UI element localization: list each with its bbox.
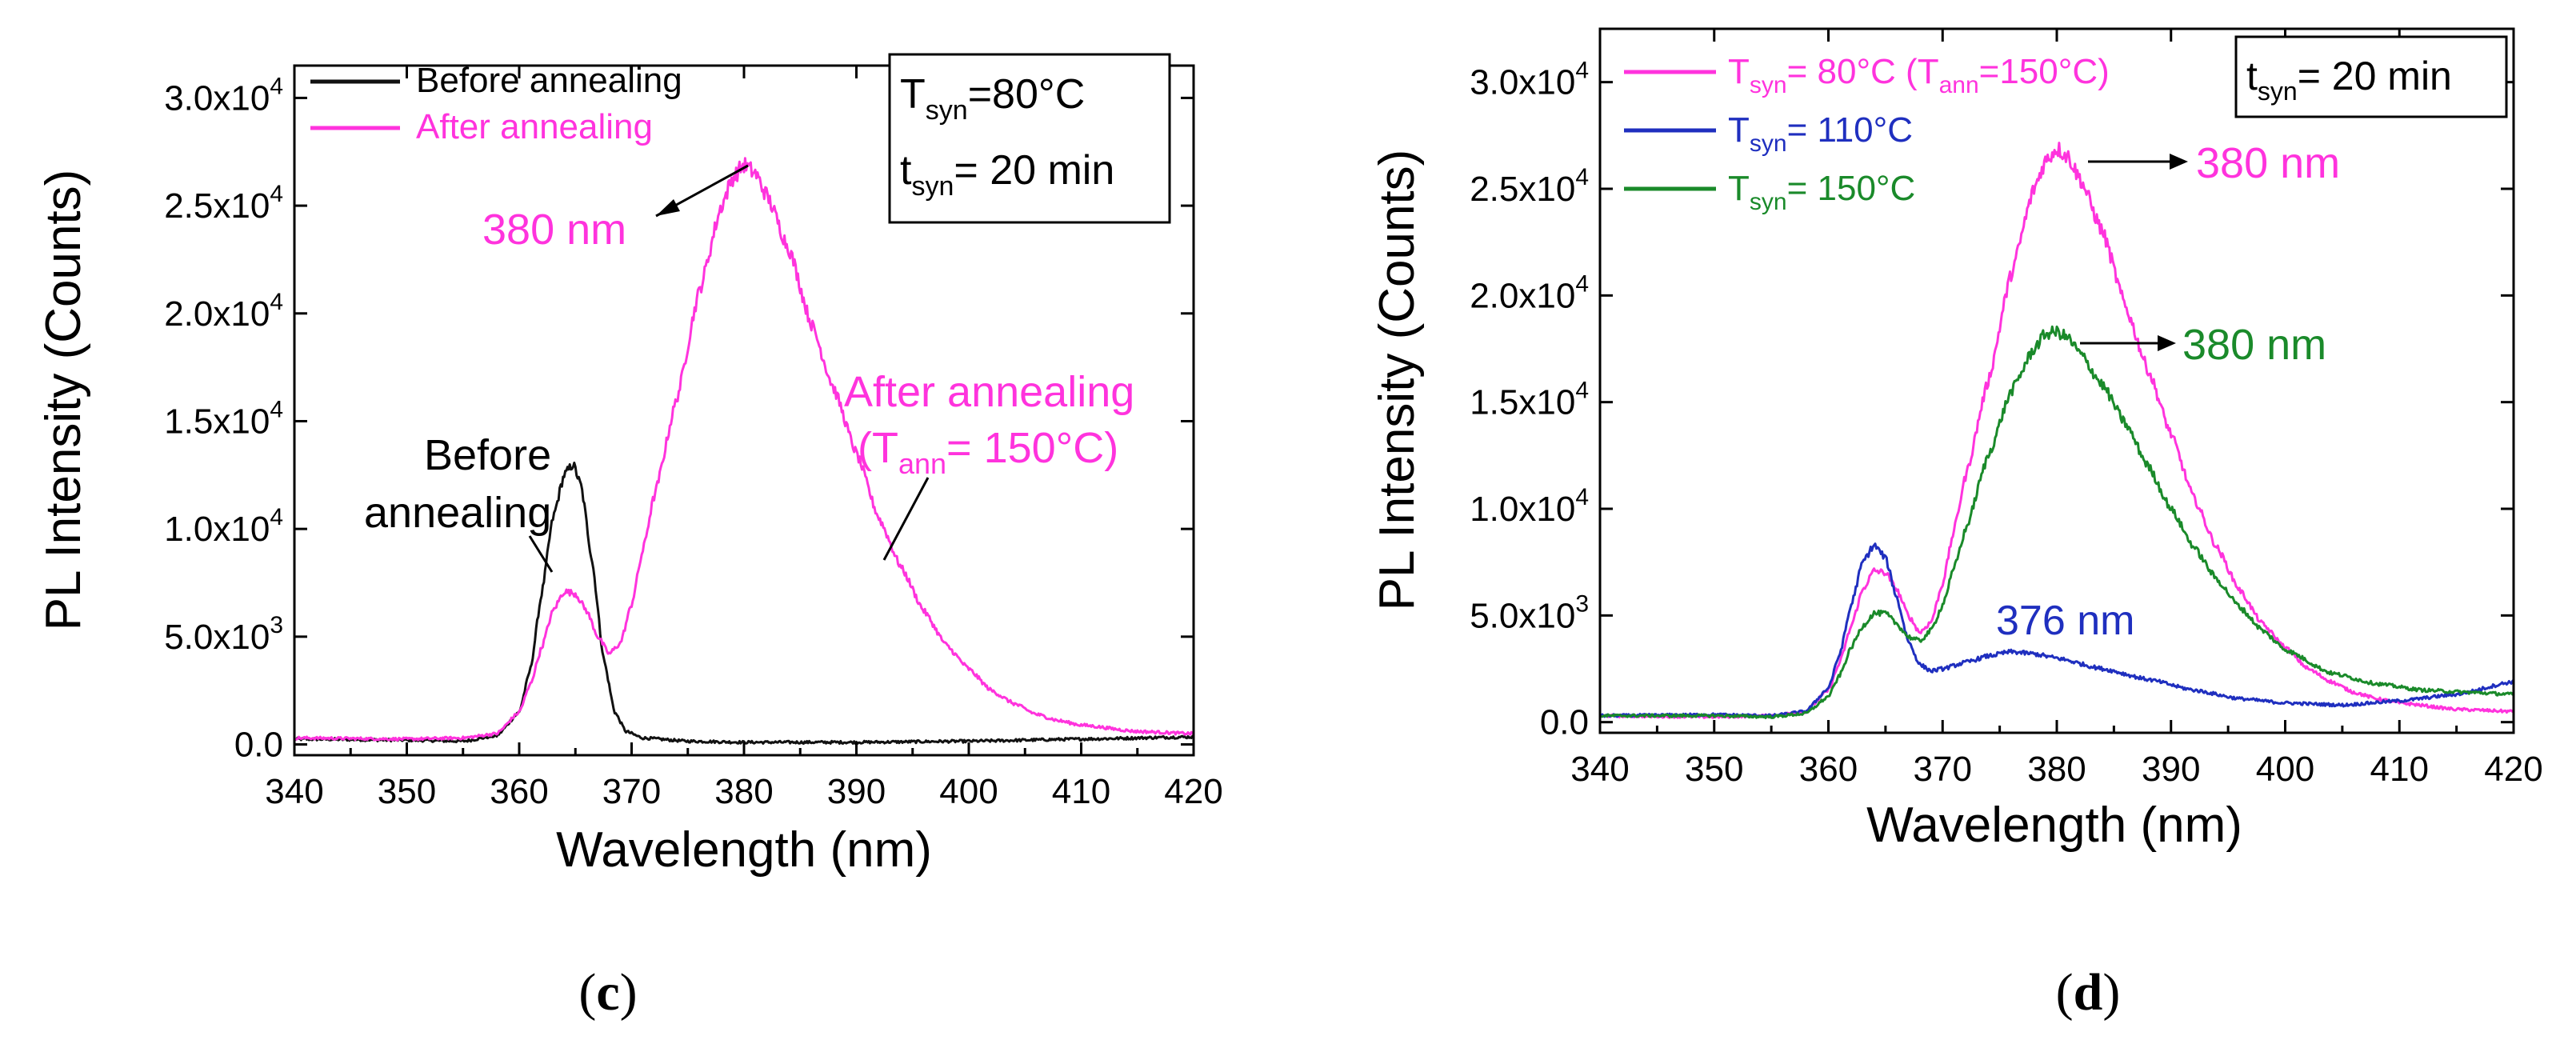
legend-label-before-annealing: Before annealing — [416, 61, 682, 100]
panel-d-plot-area — [1599, 142, 2515, 719]
annotation-peak-blue-376nm: 376 nm — [1996, 598, 2134, 644]
panel-c-plot-area — [294, 157, 1194, 745]
x-tick-label: 420 — [1164, 772, 1222, 811]
series-line-c-0 — [294, 462, 1194, 745]
annotation-peak-green-380nm: 380 nm — [2182, 321, 2326, 369]
x-tick-label: 350 — [1685, 750, 1743, 789]
annotation-peak-380nm: 380 nm — [482, 206, 626, 254]
annotation-before-line2: annealing — [364, 489, 551, 537]
info-box-frame — [2234, 35, 2508, 118]
panel-c-caption: (c) — [578, 963, 637, 1022]
annotation-pink-arrowhead — [2170, 154, 2188, 170]
annotation-after-line1: After annealing — [844, 368, 1134, 416]
annotation-after-line2: (Tann= 150°C) — [858, 424, 1118, 480]
panel-d-y-axis: 0.0 5.0x103 1.0x104 1.5x104 2.0x104 2.5x104 3.… — [1470, 58, 2514, 742]
panel-d-x-axis-title: Wavelength (nm) — [1866, 798, 2242, 853]
panel-d-caption: (d) — [2056, 963, 2121, 1022]
x-tick-label: 410 — [2370, 750, 2429, 789]
x-tick-label: 360 — [1799, 750, 1858, 789]
annotation-after-leader — [882, 477, 930, 561]
info-box-line2: tsyn= 20 min — [900, 147, 1114, 202]
legend-label-tsyn-110: Tsyn= 110°C — [1728, 110, 1913, 157]
y-tick-label: 2.0x104 — [1470, 270, 1589, 315]
panel-d-x-axis: 340 350 360 370 380 390 400 410 420 — [1570, 29, 2543, 789]
x-tick-label: 340 — [265, 772, 323, 811]
annotation-peak-arrowhead — [656, 199, 680, 216]
info-box-frame — [888, 53, 1171, 224]
legend-label-tsyn-80: Tsyn= 80°C (Tann=150°C) — [1728, 52, 2110, 98]
y-tick-label: 0.0 — [234, 726, 283, 765]
info-box-line1: tsyn= 20 min — [2246, 54, 2452, 106]
y-tick-label: 3.0x104 — [164, 73, 283, 118]
panel-c-info-box: Tsyn=80°C tsyn= 20 min — [888, 53, 1171, 224]
annotation-before-line1: Before — [424, 431, 551, 479]
x-tick-label: 380 — [2027, 750, 2086, 789]
x-tick-label: 400 — [2256, 750, 2314, 789]
y-tick-label: 2.5x104 — [1470, 164, 1589, 209]
info-box-line1: Tsyn=80°C — [900, 71, 1085, 126]
panel-c: 340 350 360 370 380 390 400 410 420 0.0 5.0x103 1.… — [36, 53, 1223, 1022]
panel-c-x-axis-title: Wavelength (nm) — [556, 822, 932, 878]
x-tick-label: 410 — [1052, 772, 1110, 811]
x-tick-label: 390 — [827, 772, 886, 811]
x-tick-label: 340 — [1570, 750, 1629, 789]
x-tick-label: 350 — [378, 772, 436, 811]
series-line-c-1 — [294, 157, 1194, 742]
panel-d-annotations: 380 nm 380 nm 376 nm — [1996, 139, 2340, 644]
y-tick-label: 1.5x104 — [1470, 378, 1589, 422]
legend-label-tsyn-150: Tsyn= 150°C — [1728, 169, 1915, 215]
panel-d-y-axis-title: PL Intensity (Counts) — [1370, 150, 1425, 611]
y-tick-label: 1.5x104 — [164, 396, 283, 441]
panel-d-info-box: tsyn= 20 min — [2234, 35, 2508, 118]
panel-c-y-axis-title: PL Intensity (Counts) — [36, 170, 91, 631]
y-tick-label: 2.0x104 — [164, 289, 283, 334]
x-tick-label: 390 — [2142, 750, 2200, 789]
x-tick-label: 420 — [2484, 750, 2542, 789]
y-tick-label: 3.0x104 — [1470, 58, 1589, 102]
panel-c-legend: Before annealing After annealing — [310, 61, 682, 146]
annotation-green-arrowhead — [2158, 335, 2176, 351]
panel-c-x-axis: 340 350 360 370 380 390 400 410 420 — [265, 66, 1223, 811]
annotation-before-leader — [528, 535, 554, 573]
series-line-d-2 — [1599, 325, 2515, 719]
annotation-peak-pink-380nm: 380 nm — [2196, 139, 2340, 187]
x-tick-label: 370 — [602, 772, 661, 811]
x-tick-label: 370 — [1914, 750, 1972, 789]
y-tick-label: 5.0x103 — [164, 612, 283, 657]
y-tick-label: 0.0 — [1540, 703, 1589, 742]
x-tick-label: 360 — [490, 772, 548, 811]
y-tick-label: 5.0x103 — [1470, 590, 1589, 635]
panel-d-legend: Tsyn= 80°C (Tann=150°C) Tsyn= 110°C Tsyn… — [1624, 52, 2110, 215]
y-tick-label: 1.0x104 — [164, 504, 283, 549]
panel-c-y-axis: 0.0 5.0x103 1.0x104 1.5x104 2.0x104 2.5x104 3.… — [164, 73, 1194, 765]
y-tick-label: 1.0x104 — [1470, 484, 1589, 529]
panel-d: 340 350 360 370 380 390 400 410 420 0.0 5.0x103 1.… — [1370, 27, 2543, 1022]
legend-label-after-annealing: After annealing — [416, 107, 653, 146]
series-line-d-1 — [1599, 542, 2515, 718]
x-tick-label: 400 — [939, 772, 998, 811]
y-tick-label: 2.5x104 — [164, 181, 283, 226]
x-tick-label: 380 — [714, 772, 773, 811]
panel-c-annotations: 380 nm Before annealing After annealing … — [364, 164, 1134, 573]
